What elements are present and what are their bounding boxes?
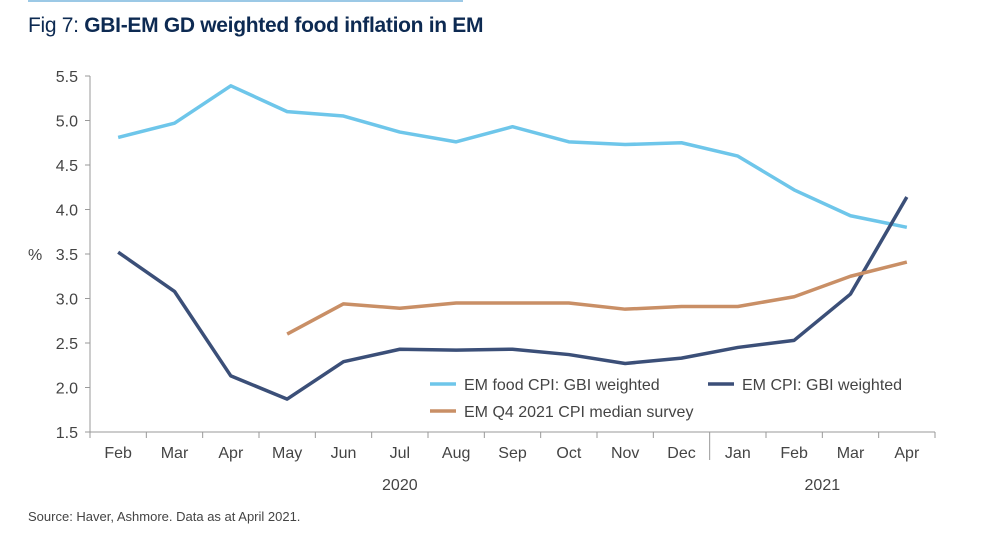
y-tick-label: 4.5 [56,158,78,175]
x-tick-label: May [272,445,302,462]
y-tick-label: 5.0 [56,114,78,131]
x-tick-label: Jan [725,445,751,462]
legend-label: EM food CPI: GBI weighted [464,377,660,394]
source-note: Source: Haver, Ashmore. Data as at April… [28,509,301,524]
x-tick-label: Feb [104,445,132,462]
year-label-2021: 2021 [805,477,841,494]
legend-label: EM CPI: GBI weighted [742,377,902,394]
x-tick-label: Oct [556,445,581,462]
series-line-3 [286,260,908,336]
x-tick-label: Jun [331,445,357,462]
header-rule [28,0,463,2]
series-line-1 [117,84,908,230]
y-tick-label: 2.0 [56,381,78,398]
year-label-2020: 2020 [382,477,418,494]
y-tick-label: 3.5 [56,247,78,264]
x-tick-label: Mar [837,445,865,462]
x-tick-label: Aug [442,445,470,462]
x-tick-label: Dec [667,445,695,462]
y-tick-label: 1.5 [56,425,78,442]
x-tick-label: Sep [498,445,527,462]
y-tick-label: 4.0 [56,203,78,220]
y-tick-label: 5.5 [56,69,78,86]
x-tick-label: Feb [780,445,808,462]
x-tick-label: Apr [218,445,244,462]
x-tick-label: Nov [611,445,639,462]
title-main: GBI-EM GD weighted food inflation in EM [84,14,484,37]
x-tick-label: Apr [894,445,920,462]
x-tick-label: Mar [161,445,189,462]
figure-title: Fig 7: GBI-EM GD weighted food inflation… [28,14,484,38]
y-tick-label: 3.0 [56,292,78,309]
title-prefix: Fig 7: [28,14,85,37]
legend-label: EM Q4 2021 CPI median survey [464,404,693,421]
y-tick-label: 2.5 [56,336,78,353]
x-tick-label: Jul [390,445,410,462]
y-axis-label: % [28,247,42,264]
